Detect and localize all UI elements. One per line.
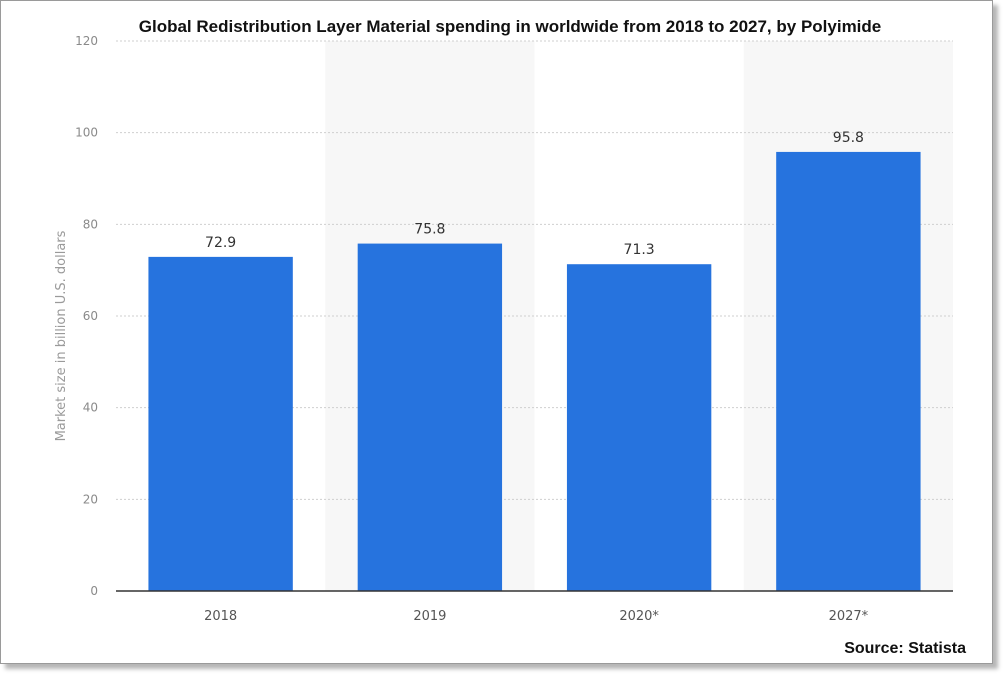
chart-frame: Global Redistribution Layer Material spe… — [0, 0, 993, 664]
y-tick-label: 20 — [83, 492, 98, 506]
data-label: 71.3 — [624, 242, 655, 258]
y-axis-ticks: 0 20 40 60 80 100 120 — [75, 34, 98, 598]
bar — [776, 151, 921, 591]
x-tick-label: 2027* — [829, 609, 869, 624]
bar — [566, 264, 712, 591]
value-labels: 72.9 75.8 71.3 95.8 — [205, 130, 864, 258]
y-tick-label: 60 — [83, 309, 98, 323]
x-tick-label: 2018 — [204, 609, 237, 624]
y-tick-label: 0 — [90, 584, 98, 598]
y-axis-label: Market size in billion U.S. dollars — [54, 230, 69, 441]
data-label: 72.9 — [205, 235, 236, 251]
bar — [148, 256, 293, 591]
y-tick-label: 80 — [83, 217, 98, 231]
y-tick-label: 120 — [75, 34, 98, 48]
data-label: 95.8 — [833, 130, 864, 146]
y-tick-label: 40 — [83, 401, 98, 415]
y-tick-label: 100 — [75, 126, 98, 140]
chart-title: Global Redistribution Layer Material spe… — [138, 17, 882, 36]
x-axis-ticks: 2018 2019 2020* 2027* — [204, 609, 869, 624]
bar — [357, 243, 503, 592]
source-label: Source: Statista — [844, 640, 966, 657]
x-tick-label: 2019 — [413, 609, 446, 624]
x-tick-label: 2020* — [619, 609, 659, 624]
bars — [148, 151, 921, 592]
data-label: 75.8 — [414, 222, 445, 238]
